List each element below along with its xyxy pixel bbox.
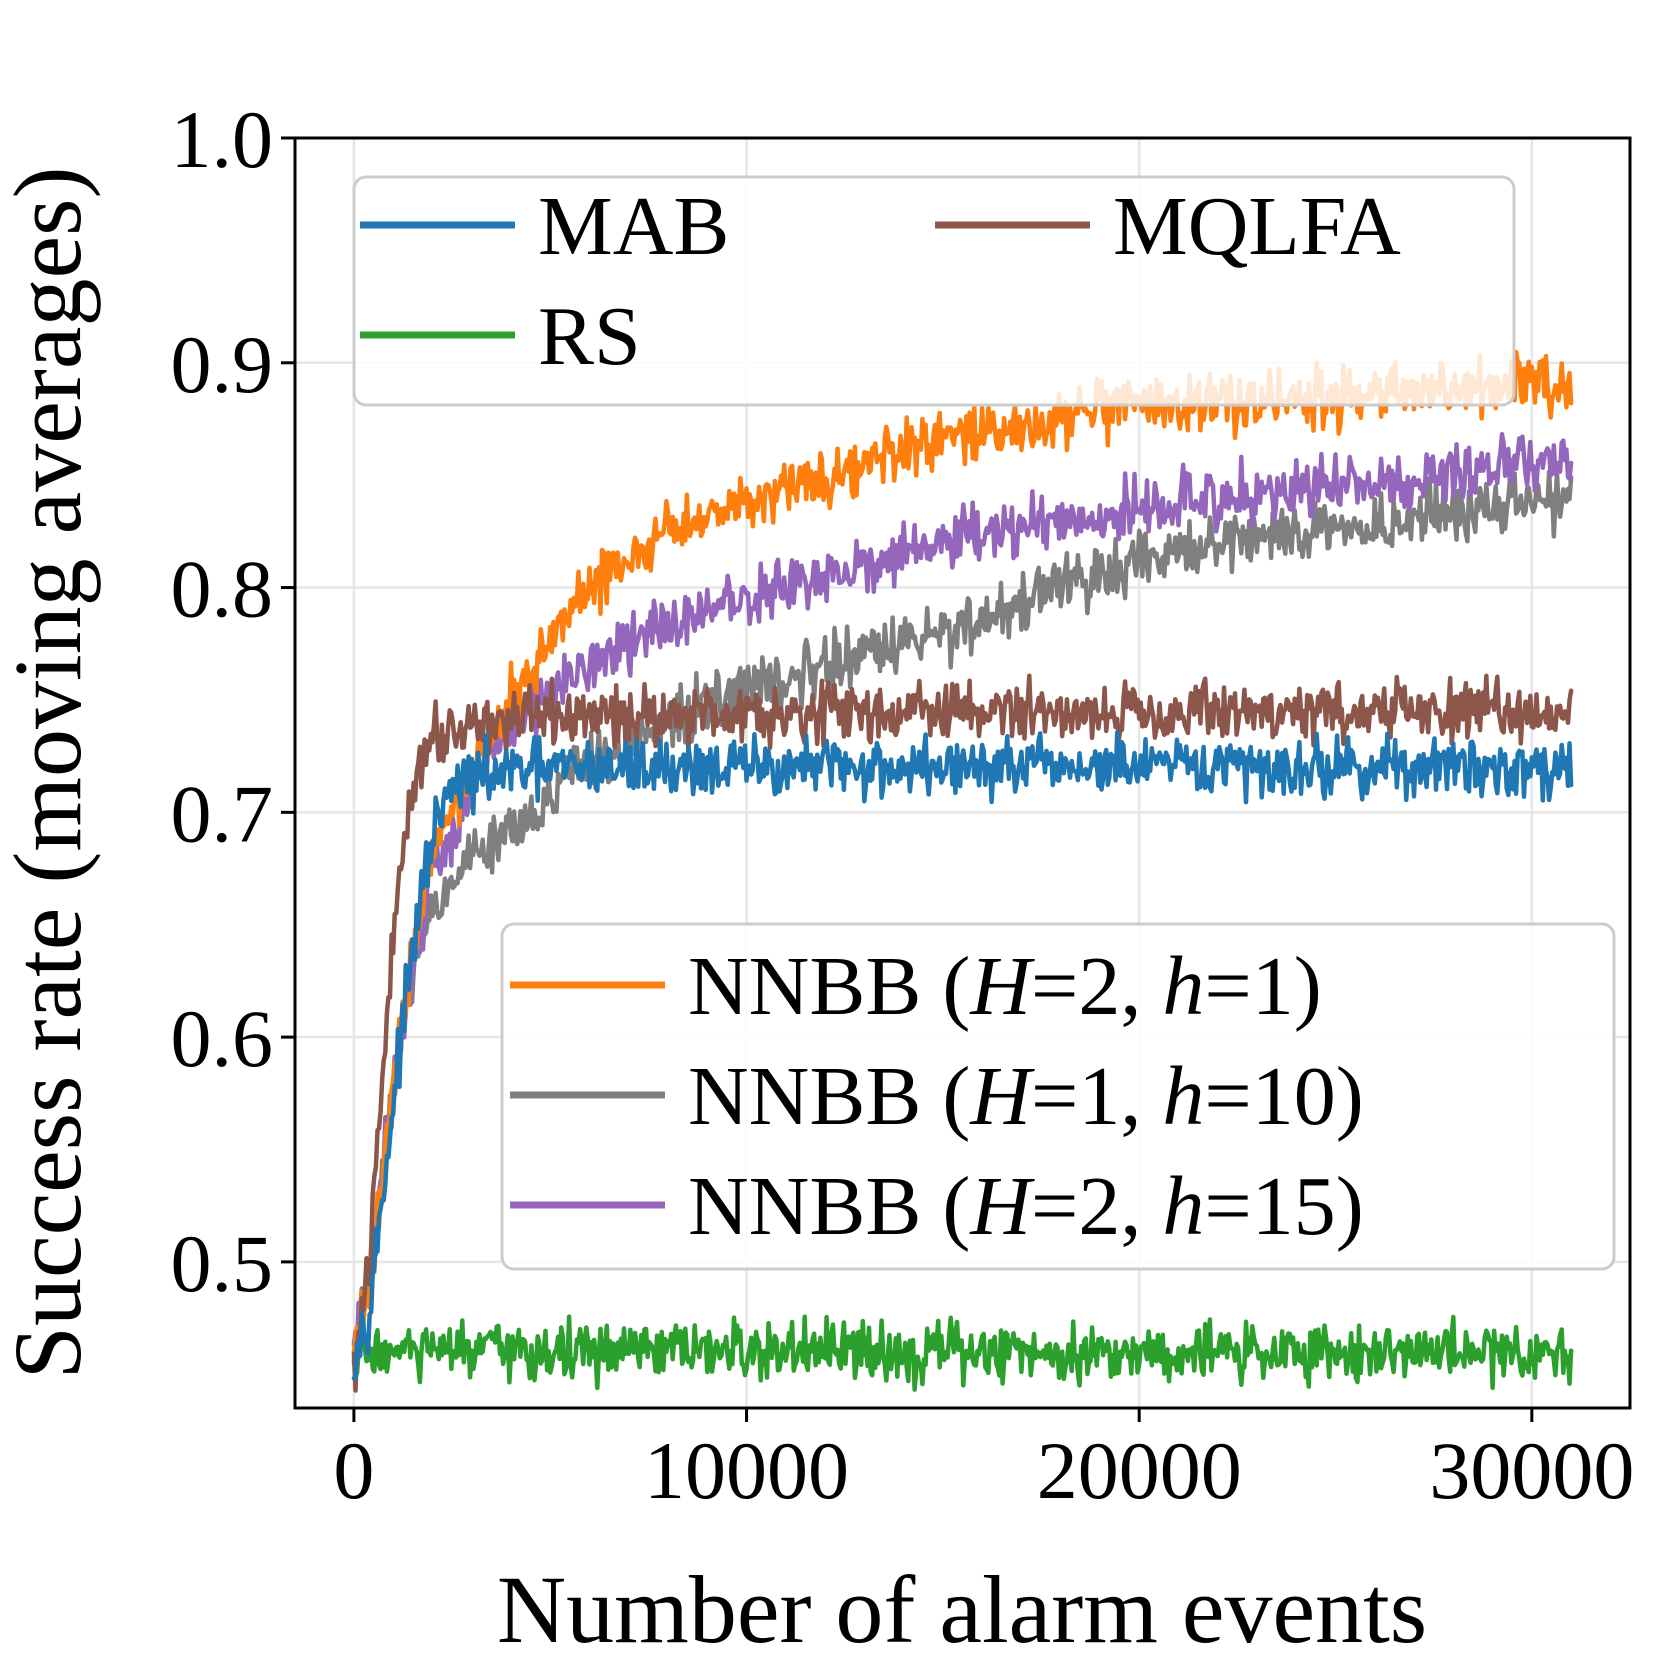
legend-top-frame <box>352 175 1516 407</box>
y-tick-label: 0.5 <box>171 1218 274 1309</box>
x-tick-label: 0 <box>333 1425 374 1516</box>
legend-label-mab: MAB <box>538 180 729 273</box>
x-axis: 0 10000 20000 30000 <box>333 1408 1634 1516</box>
legend-label-nnbb-h-2-h-1: NNBB (H=2, h=1) <box>688 940 1322 1033</box>
legend-label-nnbb-h-2-h-15: NNBB (H=2, h=15) <box>688 1160 1364 1253</box>
series-line-nnbb-h-1-h-10 <box>351 469 1574 1366</box>
x-axis-title: Number of alarm events <box>497 1556 1427 1663</box>
y-axis: 0.5 0.6 0.7 0.8 0.9 1.0 <box>171 94 295 1309</box>
x-tick-label: 20000 <box>1037 1425 1242 1516</box>
series-line-nnbb-h-2-h-15 <box>351 432 1574 1352</box>
legend-top: MAB MQLFA RS <box>352 175 1516 407</box>
x-tick-label: 30000 <box>1429 1425 1634 1516</box>
x-tick-label: 10000 <box>644 1425 849 1516</box>
y-axis-title: Success rate (moving averages) <box>0 167 101 1380</box>
legend-bottom: NNBB (H=2, h=1) NNBB (H=1, h=10) NNBB (H=2… <box>500 922 1616 1271</box>
y-tick-label: 0.9 <box>171 319 274 410</box>
series-line-mab <box>351 730 1574 1381</box>
y-tick-label: 1.0 <box>171 94 274 185</box>
y-tick-label: 0.6 <box>171 993 274 1084</box>
legend-bottom-frame <box>500 922 1616 1271</box>
legend-label-rs: RS <box>538 290 641 383</box>
y-tick-label: 0.7 <box>171 768 274 859</box>
plot-frame <box>293 136 1632 1410</box>
y-tick-label: 0.8 <box>171 544 274 635</box>
series-layer <box>351 349 1574 1393</box>
series-line-rs <box>351 1314 1574 1392</box>
series-line-mqlfa <box>351 673 1574 1393</box>
legend-label-nnbb-h-1-h-10: NNBB (H=1, h=10) <box>688 1050 1364 1143</box>
legend-label-mqlfa: MQLFA <box>1113 180 1401 273</box>
